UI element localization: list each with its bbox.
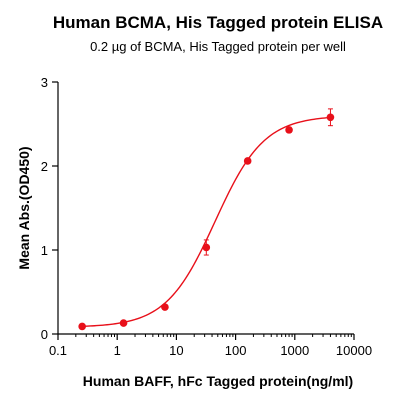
data-point	[119, 319, 128, 327]
chart-title: Human BCMA, His Tagged protein ELISA	[53, 13, 383, 32]
data-point	[202, 243, 211, 252]
x-tick-label: 10	[169, 343, 183, 358]
x-ticks: 0.1 1 10 100 1000 10000	[49, 334, 372, 358]
data-point	[78, 322, 86, 331]
x-tick-label: 0.1	[49, 343, 67, 358]
x-tick-label: 1	[114, 343, 121, 358]
y-tick-label: 2	[41, 159, 48, 174]
x-tick-label: 10000	[336, 343, 372, 358]
y-ticks: 0 1 2 3	[41, 75, 58, 342]
y-tick-label: 0	[41, 327, 48, 342]
data-points	[78, 108, 335, 331]
chart-subtitle: 0.2 µg of BCMA, His Tagged protein per w…	[90, 39, 346, 54]
x-tick-label: 100	[225, 343, 247, 358]
y-tick-label: 3	[41, 75, 48, 90]
data-point	[285, 126, 293, 134]
data-point	[326, 113, 335, 122]
data-point	[161, 303, 169, 311]
x-tick-label: 1000	[280, 343, 309, 358]
plot-area: 0.1 1 10 100 1000 10000 0 1 2 3	[41, 75, 372, 358]
data-point	[243, 157, 252, 165]
x-axis-label: Human BAFF, hFc Tagged protein(ng/ml)	[83, 373, 353, 389]
fit-curve	[82, 116, 331, 328]
y-tick-label: 1	[41, 243, 48, 258]
y-axis-label: Mean Abs.(OD450)	[16, 146, 32, 269]
